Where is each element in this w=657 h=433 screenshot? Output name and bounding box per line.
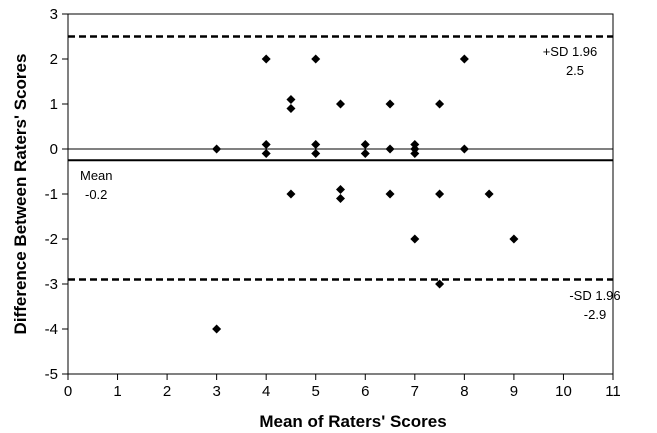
data-point [410,149,420,158]
y-tick-label: 3 [50,6,58,23]
x-axis-ticks: 0 1 2 3 4 5 6 7 8 9 10 11 [64,374,621,400]
y-tick-label: 0 [50,141,58,158]
y-axis-ticks: 3 2 1 0 -1 -2 -3 -4 -5 [45,6,68,383]
data-point [311,149,321,158]
data-point [212,144,222,154]
y-tick-label: 2 [50,51,58,68]
data-point [360,140,370,149]
data-point [459,144,469,154]
x-tick-label: 9 [510,383,518,400]
data-point [286,189,296,199]
x-tick-label: 1 [113,383,121,400]
data-point [261,140,271,149]
data-point [459,54,469,64]
upper-limit-value: 2.5 [566,63,584,78]
data-point [311,140,321,149]
x-tick-label: 7 [411,383,419,400]
data-point [385,144,395,154]
y-tick-label: -5 [45,366,58,383]
data-point [410,234,420,244]
x-tick-label: 5 [312,383,320,400]
data-point [261,149,271,158]
data-point [336,194,345,203]
data-point [435,99,445,109]
x-axis-title: Mean of Raters' Scores [259,412,446,431]
x-tick-label: 4 [262,383,270,400]
reference-lines [67,13,614,375]
x-tick-label: 0 [64,383,72,400]
y-tick-label: -1 [45,186,58,203]
y-tick-label: -2 [45,231,58,248]
x-tick-label: 10 [555,383,572,400]
data-point [261,54,271,64]
data-point [484,189,494,199]
x-tick-label: 6 [361,383,369,400]
upper-limit-title: +SD 1.96 [543,44,598,59]
data-point [360,149,370,158]
y-tick-label: -4 [45,321,58,338]
data-point [435,189,445,199]
x-tick-label: 8 [460,383,468,400]
data-point [385,189,395,199]
x-tick-label: 11 [605,383,621,400]
x-tick-label: 3 [212,383,220,400]
y-axis-title: Difference Between Raters' Scores [11,54,30,335]
mean-label-title: Mean [80,168,113,183]
lower-limit-value: -2.9 [584,307,606,322]
x-tick-label: 2 [163,383,171,400]
data-point [435,279,445,289]
data-point [509,234,519,244]
y-tick-label: -3 [45,276,58,293]
mean-label-value: -0.2 [85,187,107,202]
data-point [311,54,321,64]
lower-limit-title: -SD 1.96 [569,288,620,303]
data-point [286,104,296,113]
y-tick-label: 1 [50,96,58,113]
data-point [212,324,222,334]
data-point [336,99,345,109]
plot-area-frame [67,13,614,375]
data-point [336,185,345,194]
data-points [212,54,519,334]
data-point [385,99,395,109]
data-point [286,95,296,104]
